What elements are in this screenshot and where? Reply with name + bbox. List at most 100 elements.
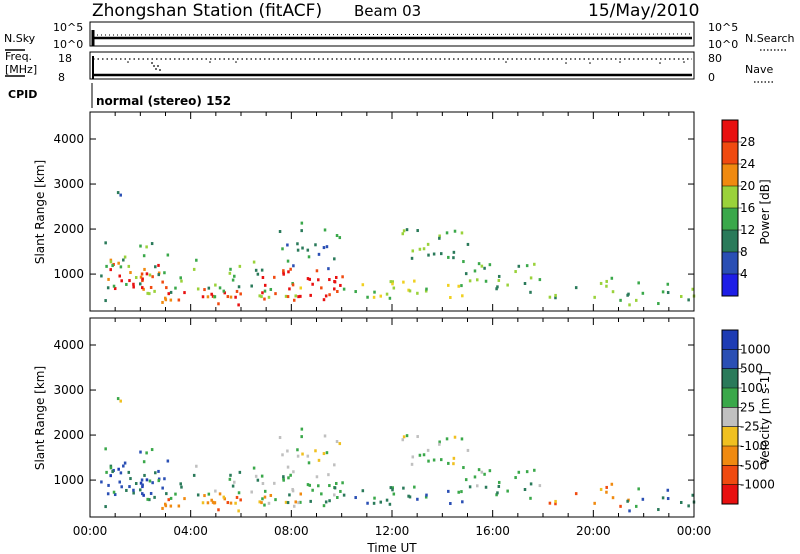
velocity-cell: [574, 492, 578, 496]
power-cell: [691, 287, 695, 291]
velocity-colorbar-segment: [722, 484, 738, 504]
power-cell: [117, 261, 120, 265]
velocity-cell: [324, 500, 328, 504]
power-cell: [223, 291, 227, 295]
power-cell: [128, 279, 131, 283]
power-cell: [149, 285, 153, 289]
velocity-cell: [129, 477, 132, 481]
y-tick-label: 3000: [53, 383, 84, 397]
power-cell: [402, 280, 405, 284]
velocity-colorbar-tick-label: 25: [740, 400, 755, 414]
nave-tick-high: 80: [708, 52, 722, 65]
velocity-cell: [273, 481, 276, 485]
power-cell: [460, 284, 463, 288]
power-cell: [307, 255, 311, 259]
velocity-cell: [106, 492, 110, 496]
power-colorbar-tick-label: 16: [740, 201, 755, 215]
power-cell: [119, 193, 122, 197]
velocity-cell: [141, 492, 144, 496]
power-cell: [391, 282, 394, 286]
velocity-colorbar-label: Velocity [m s-1]: [758, 371, 772, 465]
power-cell: [218, 286, 222, 290]
velocity-cell: [145, 478, 149, 482]
velocity-cell: [164, 502, 167, 506]
power-cell: [134, 276, 138, 280]
velocity-cell: [408, 495, 412, 499]
power-cell: [278, 230, 282, 234]
power-cell: [637, 281, 640, 285]
velocity-cell: [523, 487, 527, 491]
power-cell: [127, 264, 131, 268]
velocity-cell: [533, 468, 536, 472]
power-cell: [142, 254, 146, 258]
velocity-cell: [372, 501, 376, 505]
velocity-cell: [322, 452, 326, 456]
power-cell: [548, 295, 552, 299]
power-cell: [125, 282, 128, 286]
velocity-cell: [385, 498, 389, 502]
power-cell: [140, 272, 144, 276]
power-cell: [447, 255, 450, 259]
velocity-cell: [222, 495, 226, 499]
velocity-colorbar-segment: [722, 388, 738, 408]
power-cell: [238, 264, 242, 268]
velocity-cell: [457, 490, 460, 494]
power-cell: [183, 291, 186, 295]
power-cell: [123, 255, 127, 259]
velocity-cell: [263, 489, 267, 493]
velocity-cell: [146, 497, 149, 501]
velocity-cell: [373, 496, 376, 500]
power-cell: [112, 284, 116, 288]
velocity-cell: [174, 492, 177, 496]
velocity-cell: [328, 484, 331, 488]
power-cell: [139, 244, 142, 248]
power-cell: [514, 270, 517, 274]
velocity-cell: [538, 484, 542, 488]
power-cell: [407, 288, 410, 292]
power-cell: [116, 191, 120, 195]
velocity-cell: [634, 504, 638, 508]
velocity-colorbar-segment: [722, 368, 738, 388]
velocity-colorbar-tick-label: 100: [740, 381, 763, 395]
power-cell: [497, 278, 501, 282]
power-cell: [422, 247, 426, 251]
power-cell: [554, 293, 557, 297]
velocity-cell: [122, 464, 125, 468]
velocity-cell: [229, 501, 233, 505]
y-tick-label: 1000: [53, 267, 84, 281]
velocity-cell: [410, 462, 414, 466]
y-tick-label: 2000: [53, 428, 84, 442]
power-cell: [425, 287, 428, 291]
velocity-cell: [284, 500, 288, 504]
power-cell: [118, 274, 121, 278]
power-cell: [296, 248, 300, 252]
velocity-cell: [128, 485, 131, 489]
power-cell: [153, 289, 156, 293]
velocity-cell: [449, 502, 452, 506]
velocity-cell: [657, 508, 660, 512]
power-cell: [161, 280, 164, 284]
power-cell: [661, 290, 665, 294]
velocity-cell: [214, 489, 217, 493]
velocity-cell: [605, 490, 608, 494]
velocity-cell: [445, 437, 449, 441]
velocity-cell: [286, 501, 290, 505]
power-cell: [269, 287, 273, 291]
velocity-cell: [145, 451, 148, 455]
power-cell: [311, 282, 314, 286]
velocity-cell: [389, 486, 393, 490]
time-axis-label: Time UT: [366, 541, 417, 554]
nsearch-tick-high: 10^5: [708, 21, 738, 34]
x-tick-label: 08:00: [274, 524, 309, 538]
velocity-cell: [402, 435, 406, 439]
velocity-cell: [476, 484, 479, 488]
velocity-cell: [117, 467, 120, 471]
power-cell: [389, 280, 393, 284]
x-tick-label: 16:00: [475, 524, 510, 538]
velocity-cell: [148, 498, 151, 502]
velocity-cell: [157, 479, 161, 483]
power-cell: [166, 253, 170, 257]
power-cell: [292, 264, 295, 268]
velocity-axes: 1000 2000 3000 4000: [53, 318, 695, 517]
power-cell: [523, 281, 527, 285]
